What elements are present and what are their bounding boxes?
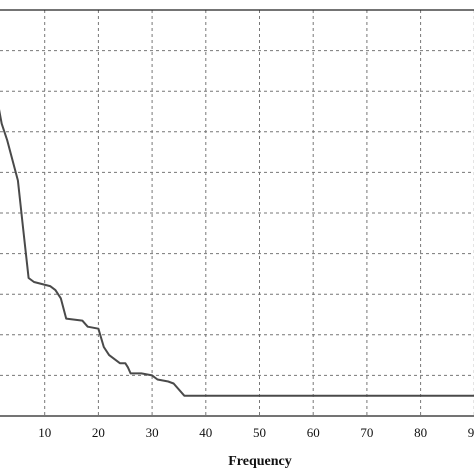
x-tick-label: 70 — [360, 425, 373, 440]
x-tick-labels: 10 20 30 40 50 60 70 80 90 — [38, 425, 474, 440]
x-tick-label: 60 — [307, 425, 320, 440]
series-line-1 — [0, 109, 474, 397]
x-tick-label: 10 — [38, 425, 51, 440]
x-tick-label: 40 — [199, 425, 212, 440]
x-tick-label: 20 — [92, 425, 105, 440]
series-lines — [0, 109, 474, 397]
grid-lines — [0, 10, 474, 416]
x-tick-label: 90 — [468, 425, 474, 440]
x-tick-label: 30 — [146, 425, 159, 440]
x-tick-label: 50 — [253, 425, 266, 440]
axes — [0, 9, 474, 417]
x-tick-label: 80 — [414, 425, 427, 440]
x-axis-label: Frequency — [228, 454, 292, 469]
